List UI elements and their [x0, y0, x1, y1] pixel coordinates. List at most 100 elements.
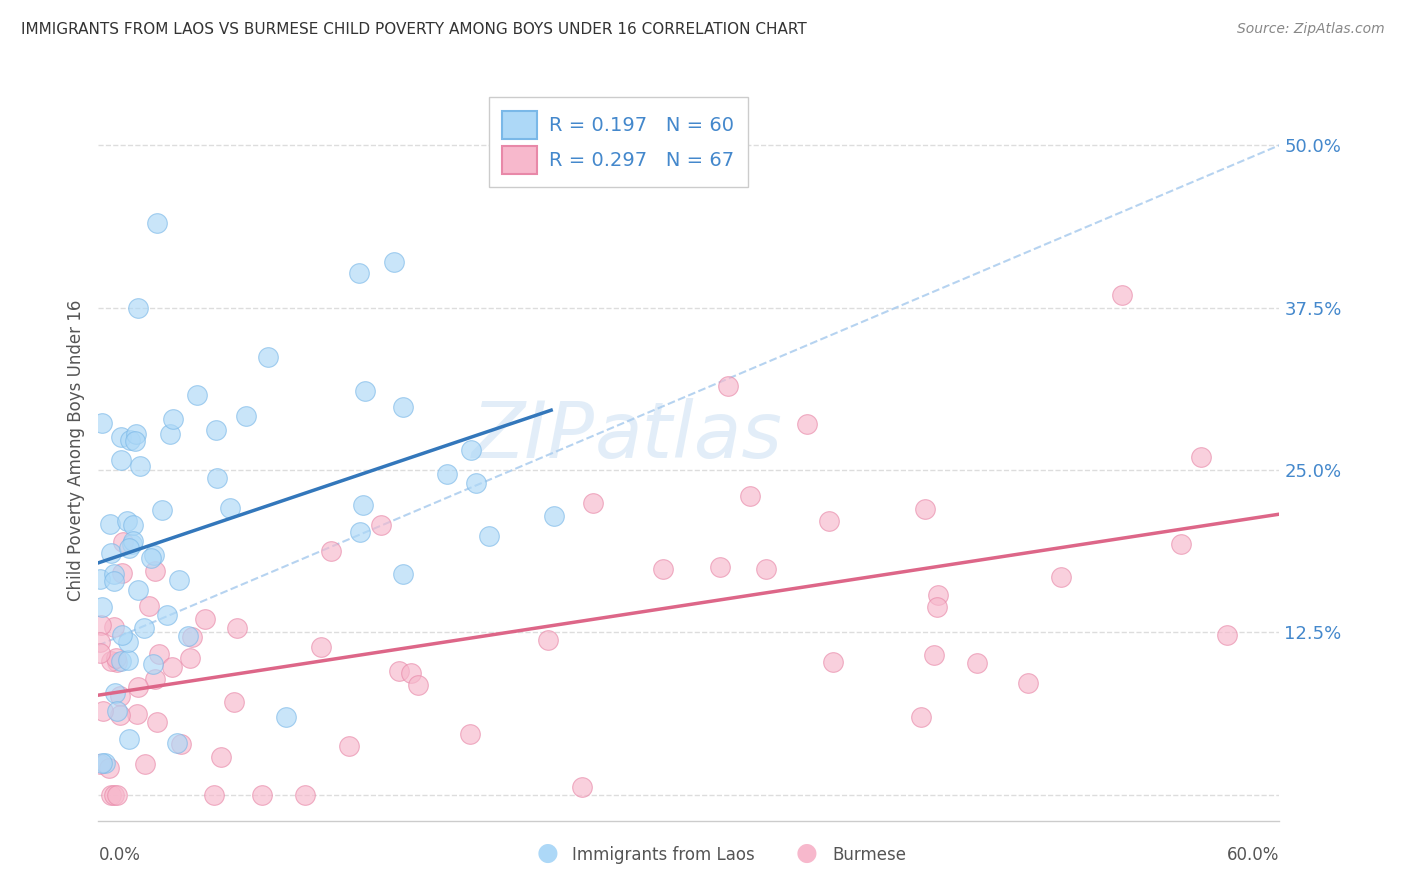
Point	[146, 216, 169, 230]
Point	[111, 628, 134, 642]
Point	[121, 517, 143, 532]
Point	[105, 788, 128, 802]
Point	[90, 617, 112, 632]
Point	[105, 704, 128, 718]
Point	[91, 704, 114, 718]
Point	[1189, 450, 1212, 464]
Point	[222, 695, 245, 709]
Point	[89, 756, 111, 771]
Point	[94, 756, 117, 771]
Point	[399, 665, 422, 680]
Point	[146, 715, 169, 730]
Point	[150, 503, 173, 517]
Point	[121, 534, 143, 549]
Point	[352, 498, 374, 512]
Point	[186, 388, 208, 402]
Point	[353, 384, 375, 398]
Point	[922, 648, 945, 662]
Point	[382, 255, 405, 269]
Legend: R = 0.197   N = 60, R = 0.297   N = 67: R = 0.197 N = 60, R = 0.297 N = 67	[488, 97, 748, 187]
Text: Immigrants from Laos: Immigrants from Laos	[572, 846, 755, 863]
Point	[111, 566, 134, 580]
Point	[112, 535, 135, 549]
Point	[391, 400, 413, 414]
Text: 60.0%: 60.0%	[1227, 846, 1279, 863]
Point	[209, 750, 232, 764]
Point	[1017, 676, 1039, 690]
Point	[148, 647, 170, 661]
Point	[91, 756, 114, 771]
Point	[127, 301, 149, 315]
Point	[103, 788, 125, 802]
Point	[309, 640, 332, 654]
Point	[127, 680, 149, 694]
Point	[110, 708, 132, 723]
Point	[914, 502, 936, 516]
Point	[143, 672, 166, 686]
Point	[120, 433, 142, 447]
Point	[370, 517, 392, 532]
Point	[103, 620, 125, 634]
Point	[143, 564, 166, 578]
Point	[121, 537, 143, 551]
Point	[177, 628, 200, 642]
Point	[821, 655, 844, 669]
Point	[194, 612, 217, 626]
Point	[118, 731, 141, 746]
Point	[108, 689, 131, 703]
Point	[110, 430, 132, 444]
Point	[460, 443, 482, 458]
Point	[89, 646, 111, 660]
Point	[927, 599, 949, 614]
Point	[321, 543, 343, 558]
Text: Source: ZipAtlas.com: Source: ZipAtlas.com	[1237, 22, 1385, 37]
Point	[910, 709, 932, 723]
Point	[105, 655, 128, 669]
Point	[127, 582, 149, 597]
Point	[132, 621, 155, 635]
Point	[167, 573, 190, 587]
Point	[537, 632, 560, 647]
Point	[717, 378, 740, 392]
Point	[91, 416, 114, 430]
Point	[458, 727, 481, 741]
Point	[436, 467, 458, 481]
Point	[134, 757, 156, 772]
Point	[104, 650, 127, 665]
Point	[125, 707, 148, 722]
Point	[235, 409, 257, 423]
Point	[755, 562, 778, 576]
Point	[166, 736, 188, 750]
Point	[709, 560, 731, 574]
Point	[219, 500, 242, 515]
Point	[110, 452, 132, 467]
Point	[89, 635, 111, 649]
Point	[571, 780, 593, 794]
Point	[392, 566, 415, 581]
Point	[337, 739, 360, 754]
Point	[276, 710, 298, 724]
Point	[98, 760, 121, 774]
Point	[205, 471, 228, 485]
Y-axis label: Child Poverty Among Boys Under 16: Child Poverty Among Boys Under 16	[66, 300, 84, 601]
Point	[652, 562, 675, 576]
Point	[257, 350, 280, 364]
Point	[117, 653, 139, 667]
Point	[582, 496, 605, 510]
Point	[129, 458, 152, 473]
Point	[250, 788, 273, 802]
Point	[205, 423, 228, 437]
Point	[110, 654, 132, 668]
Point	[89, 572, 111, 586]
Text: ●: ●	[796, 840, 818, 864]
Point	[1170, 537, 1192, 551]
Point	[465, 475, 488, 490]
Point	[388, 664, 411, 678]
Point	[1050, 570, 1073, 584]
Point	[98, 516, 121, 531]
Point	[1111, 287, 1133, 301]
Text: ZIP: ZIP	[471, 398, 595, 474]
Point	[796, 417, 818, 432]
Point	[927, 588, 949, 602]
Point	[100, 546, 122, 560]
